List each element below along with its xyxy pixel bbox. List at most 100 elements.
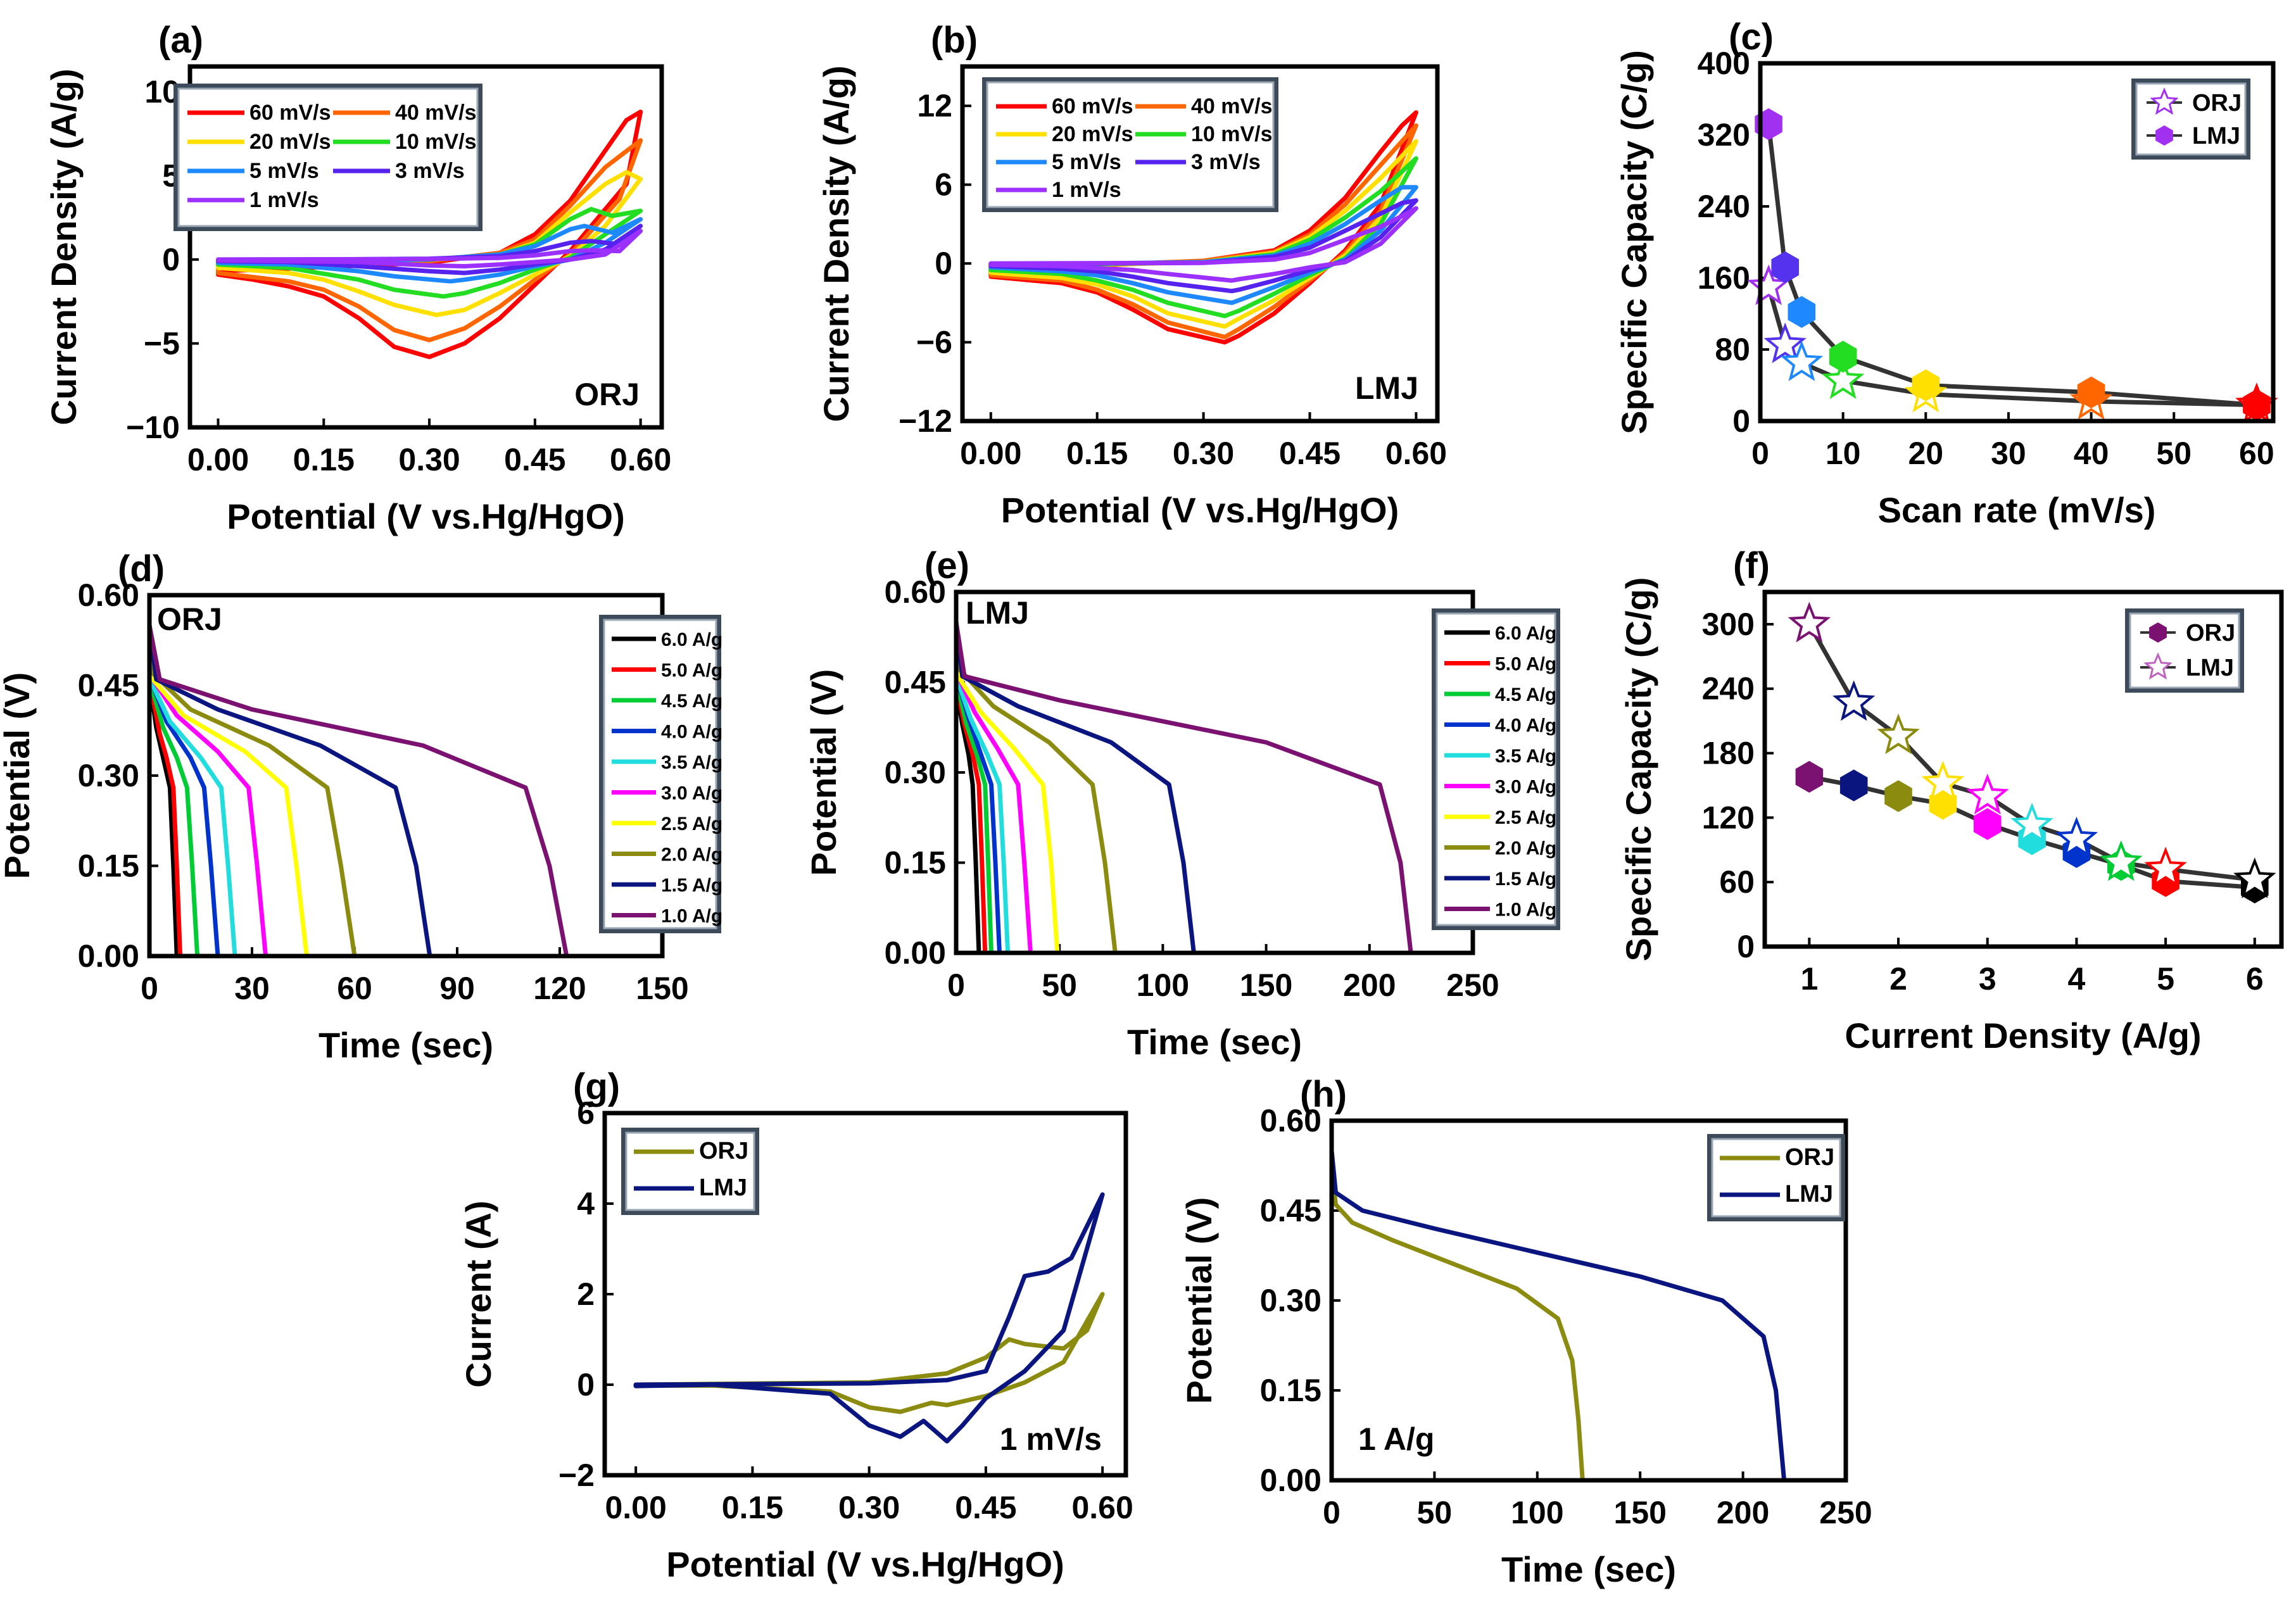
legend: 60 mV/s 40 mV/s 20 mV/s 10 mV/s 5 mV/s 3 mV/s… [173, 84, 483, 231]
legend-label: ORJ [699, 1138, 748, 1164]
series-line [1332, 1150, 1787, 1480]
panel-e: 0 50 100 150 200 250 0.00 0.15 0.30 0.45 0.60 Time … [804, 545, 1560, 1062]
x-tick-label: 90 [439, 971, 475, 1006]
legend: ORJ LMJ [621, 1128, 759, 1215]
legend-label: 20 mV/s [1052, 122, 1133, 146]
legend: 6.0 A/g 5.0 A/g 4.5 A/g 4.0 A/g 3.5 A/g 3.0 A… [599, 615, 722, 933]
y-tick-label: 0.30 [1260, 1283, 1321, 1318]
y-tick-label: −12 [899, 403, 952, 439]
legend-label: 6.0 A/g [1495, 623, 1556, 644]
legend-label: 4.0 A/g [661, 722, 722, 743]
x-tick-label: 10 [1826, 436, 1861, 471]
y-tick-label: 4 [577, 1186, 595, 1221]
legend-marker-hexagon [2149, 622, 2167, 643]
x-tick-label: 150 [636, 971, 688, 1006]
x-tick-label: 0.60 [1385, 436, 1447, 471]
x-tick-label: 0.30 [1173, 436, 1234, 471]
legend-inner-border [1435, 612, 1556, 926]
legend-label: ORJ [2192, 90, 2242, 116]
data-point-hexagon [2077, 376, 2105, 408]
panel-label: (b) [931, 20, 978, 61]
legend-label: 2.0 A/g [661, 845, 722, 866]
y-tick-label: −6 [916, 325, 952, 360]
x-tick-label: 150 [1240, 967, 1292, 1003]
y-axis-label: Current Density (A/g) [816, 65, 856, 422]
series-line [216, 229, 643, 268]
y-tick-label: 0.00 [1260, 1463, 1321, 1498]
x-axis-label: Time (sec) [1127, 1022, 1302, 1062]
legend-label: 10 mV/s [395, 130, 477, 154]
x-tick-label: 0.45 [1279, 436, 1340, 471]
plot-frame [1329, 1118, 1848, 1483]
y-tick-label: −2 [558, 1458, 595, 1493]
panel-g: 0.00 0.15 0.30 0.45 0.60 −2 0 2 4 6 Potential (V v… [458, 1066, 1133, 1584]
y-tick-label: 400 [1698, 46, 1750, 81]
x-tick-label: 60 [337, 971, 372, 1006]
legend-label: 5 mV/s [249, 159, 319, 183]
x-tick-label: 0.60 [1071, 1490, 1133, 1525]
legend-label: 4.5 A/g [661, 691, 722, 712]
data-point-star [1780, 340, 1824, 381]
plot-area [149, 624, 569, 956]
x-tick-label: 0 [1323, 1495, 1340, 1530]
legend-label: 2.5 A/g [661, 814, 722, 834]
series-line [633, 1292, 1105, 1414]
y-tick-label: 6 [935, 167, 952, 203]
series-line [216, 138, 643, 343]
plot-area [1332, 1150, 1787, 1480]
x-tick-label: 150 [1613, 1495, 1666, 1530]
plot-area [216, 110, 643, 360]
panel-annotation: ORJ [574, 377, 640, 412]
y-tick-label: 0 [162, 242, 180, 277]
y-tick-label: 0 [1737, 929, 1755, 964]
legend-box [2131, 79, 2250, 160]
y-tick-label: 0.15 [1260, 1373, 1321, 1408]
data-point-hexagon [1839, 769, 1868, 802]
data-point-hexagon [1795, 760, 1824, 793]
y-tick-label: 0.00 [78, 938, 139, 974]
legend-box [173, 84, 483, 231]
y-tick-label: 12 [917, 88, 952, 123]
y-tick-label: 0.60 [885, 574, 946, 610]
x-tick-label: 0.45 [504, 442, 565, 477]
x-tick-label: 0 [1751, 436, 1769, 471]
plot-frame [187, 64, 664, 430]
x-tick-label: 250 [1446, 967, 1499, 1003]
legend-label: 2.5 A/g [1495, 807, 1556, 828]
y-tick-label: 0.45 [78, 668, 139, 703]
series-line [1807, 623, 2255, 883]
panel-label: (a) [158, 20, 203, 61]
series-line [149, 625, 309, 956]
y-tick-label: 6 [577, 1095, 595, 1131]
panel-b: 0.00 0.15 0.30 0.45 0.60 −12 −6 0 6 12 Potential (… [816, 20, 1447, 530]
legend-label: 1 mV/s [1052, 178, 1121, 202]
series-line [149, 625, 432, 956]
y-tick-label: 2 [577, 1276, 595, 1312]
x-axis-label: Potential (V vs.Hg/HgO) [666, 1544, 1064, 1584]
x-tick-label: 0.60 [610, 442, 671, 477]
x-tick-label: 200 [1343, 967, 1396, 1003]
legend-label: 3.0 A/g [661, 783, 722, 804]
legend-label: 2.0 A/g [1495, 838, 1556, 859]
y-tick-label: 0.15 [885, 845, 946, 881]
series-line [633, 1192, 1105, 1444]
legend-label: 3.5 A/g [1495, 746, 1556, 767]
legend-label: 60 mV/s [1052, 94, 1133, 118]
panel-label: (g) [573, 1066, 620, 1107]
x-tick-label: 0.00 [960, 436, 1021, 471]
legend: ORJ LMJ [2131, 79, 2250, 160]
panel-h: 0 50 100 150 200 250 0.00 0.15 0.30 0.45 0.60 Time … [1179, 1074, 1872, 1589]
legend-box [2125, 608, 2244, 693]
panel-label: (f) [1733, 545, 1770, 586]
data-point-star [1788, 601, 1831, 643]
x-tick-label: 40 [2074, 436, 2109, 471]
y-tick-label: 80 [1715, 332, 1750, 367]
y-tick-label: 0 [1732, 403, 1750, 439]
series-line [149, 625, 237, 956]
plot-frame [1762, 589, 2284, 949]
data-point-hexagon [1973, 808, 2002, 840]
legend-inner-border [625, 1131, 755, 1211]
plot-frame [147, 593, 665, 959]
